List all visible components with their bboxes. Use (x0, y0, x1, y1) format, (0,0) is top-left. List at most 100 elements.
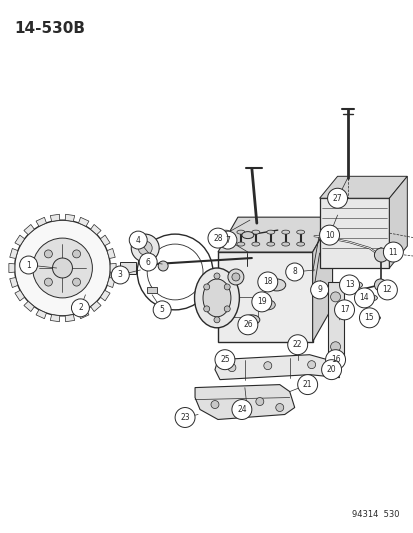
Polygon shape (312, 217, 332, 342)
Circle shape (228, 364, 235, 372)
Circle shape (321, 360, 341, 379)
Circle shape (323, 366, 331, 374)
Circle shape (214, 317, 219, 323)
Polygon shape (24, 224, 34, 235)
Circle shape (330, 342, 340, 352)
Ellipse shape (281, 230, 289, 234)
Circle shape (72, 278, 81, 286)
Text: 7: 7 (225, 236, 230, 245)
Ellipse shape (266, 242, 274, 246)
Polygon shape (90, 301, 101, 311)
Polygon shape (217, 252, 312, 342)
Circle shape (251, 292, 271, 312)
Text: 22: 22 (292, 340, 302, 349)
Circle shape (224, 306, 230, 312)
Polygon shape (65, 214, 74, 221)
Polygon shape (36, 217, 46, 227)
Circle shape (382, 242, 402, 262)
Circle shape (139, 253, 157, 271)
Circle shape (275, 403, 283, 411)
Text: 24: 24 (237, 405, 246, 414)
Circle shape (19, 256, 38, 274)
Circle shape (237, 315, 257, 335)
Ellipse shape (236, 230, 244, 234)
Circle shape (327, 188, 347, 208)
Circle shape (14, 220, 110, 316)
Circle shape (52, 258, 72, 278)
Circle shape (354, 288, 373, 308)
Circle shape (373, 279, 385, 291)
Circle shape (203, 284, 209, 290)
Polygon shape (15, 235, 24, 246)
Polygon shape (319, 176, 406, 198)
Polygon shape (10, 278, 18, 287)
Text: 13: 13 (344, 280, 354, 289)
Circle shape (224, 284, 230, 290)
Text: 14: 14 (359, 293, 368, 302)
Polygon shape (15, 290, 24, 301)
Circle shape (153, 301, 171, 319)
Circle shape (175, 408, 195, 427)
Circle shape (373, 248, 387, 262)
Polygon shape (24, 301, 34, 311)
Ellipse shape (296, 242, 304, 246)
Text: 21: 21 (302, 380, 312, 389)
Circle shape (325, 350, 345, 370)
Polygon shape (90, 224, 101, 235)
Text: 4: 4 (135, 236, 140, 245)
Ellipse shape (202, 279, 230, 317)
Ellipse shape (296, 230, 304, 234)
Circle shape (214, 350, 234, 370)
Text: 19: 19 (256, 297, 266, 306)
Text: 8: 8 (292, 268, 297, 277)
Ellipse shape (241, 232, 253, 239)
Text: 23: 23 (180, 413, 190, 422)
Ellipse shape (260, 300, 275, 310)
Text: 9: 9 (316, 285, 321, 294)
Text: 16: 16 (330, 355, 339, 364)
Text: 18: 18 (262, 278, 272, 286)
Polygon shape (50, 214, 59, 221)
Polygon shape (36, 310, 46, 319)
Ellipse shape (194, 268, 239, 328)
Ellipse shape (348, 281, 362, 288)
Circle shape (263, 362, 271, 370)
Polygon shape (107, 278, 115, 287)
Circle shape (334, 300, 354, 320)
Ellipse shape (221, 230, 229, 234)
Circle shape (111, 266, 129, 284)
Circle shape (287, 335, 307, 354)
Text: 15: 15 (364, 313, 373, 322)
Circle shape (203, 306, 209, 312)
Circle shape (257, 272, 277, 292)
Text: 10: 10 (324, 231, 334, 240)
Polygon shape (78, 310, 89, 319)
Text: 25: 25 (220, 355, 229, 364)
Text: 27: 27 (332, 193, 342, 203)
Text: 94314  530: 94314 530 (351, 510, 399, 519)
Circle shape (158, 261, 168, 271)
Polygon shape (214, 354, 339, 379)
Polygon shape (217, 217, 332, 252)
Polygon shape (120, 262, 136, 274)
Polygon shape (147, 287, 157, 293)
Polygon shape (65, 314, 74, 322)
Ellipse shape (251, 242, 259, 246)
Ellipse shape (251, 230, 259, 234)
Polygon shape (389, 176, 406, 268)
Circle shape (44, 250, 52, 258)
Circle shape (255, 398, 263, 406)
Text: 11: 11 (388, 247, 397, 256)
Circle shape (358, 308, 378, 328)
Circle shape (131, 234, 159, 262)
Text: 12: 12 (382, 285, 391, 294)
Circle shape (214, 273, 219, 279)
Text: 20: 20 (326, 365, 336, 374)
Ellipse shape (236, 242, 244, 246)
Circle shape (377, 280, 396, 300)
Polygon shape (78, 217, 89, 227)
Polygon shape (107, 248, 115, 259)
Circle shape (228, 269, 243, 285)
Circle shape (138, 241, 152, 255)
Circle shape (218, 231, 236, 249)
